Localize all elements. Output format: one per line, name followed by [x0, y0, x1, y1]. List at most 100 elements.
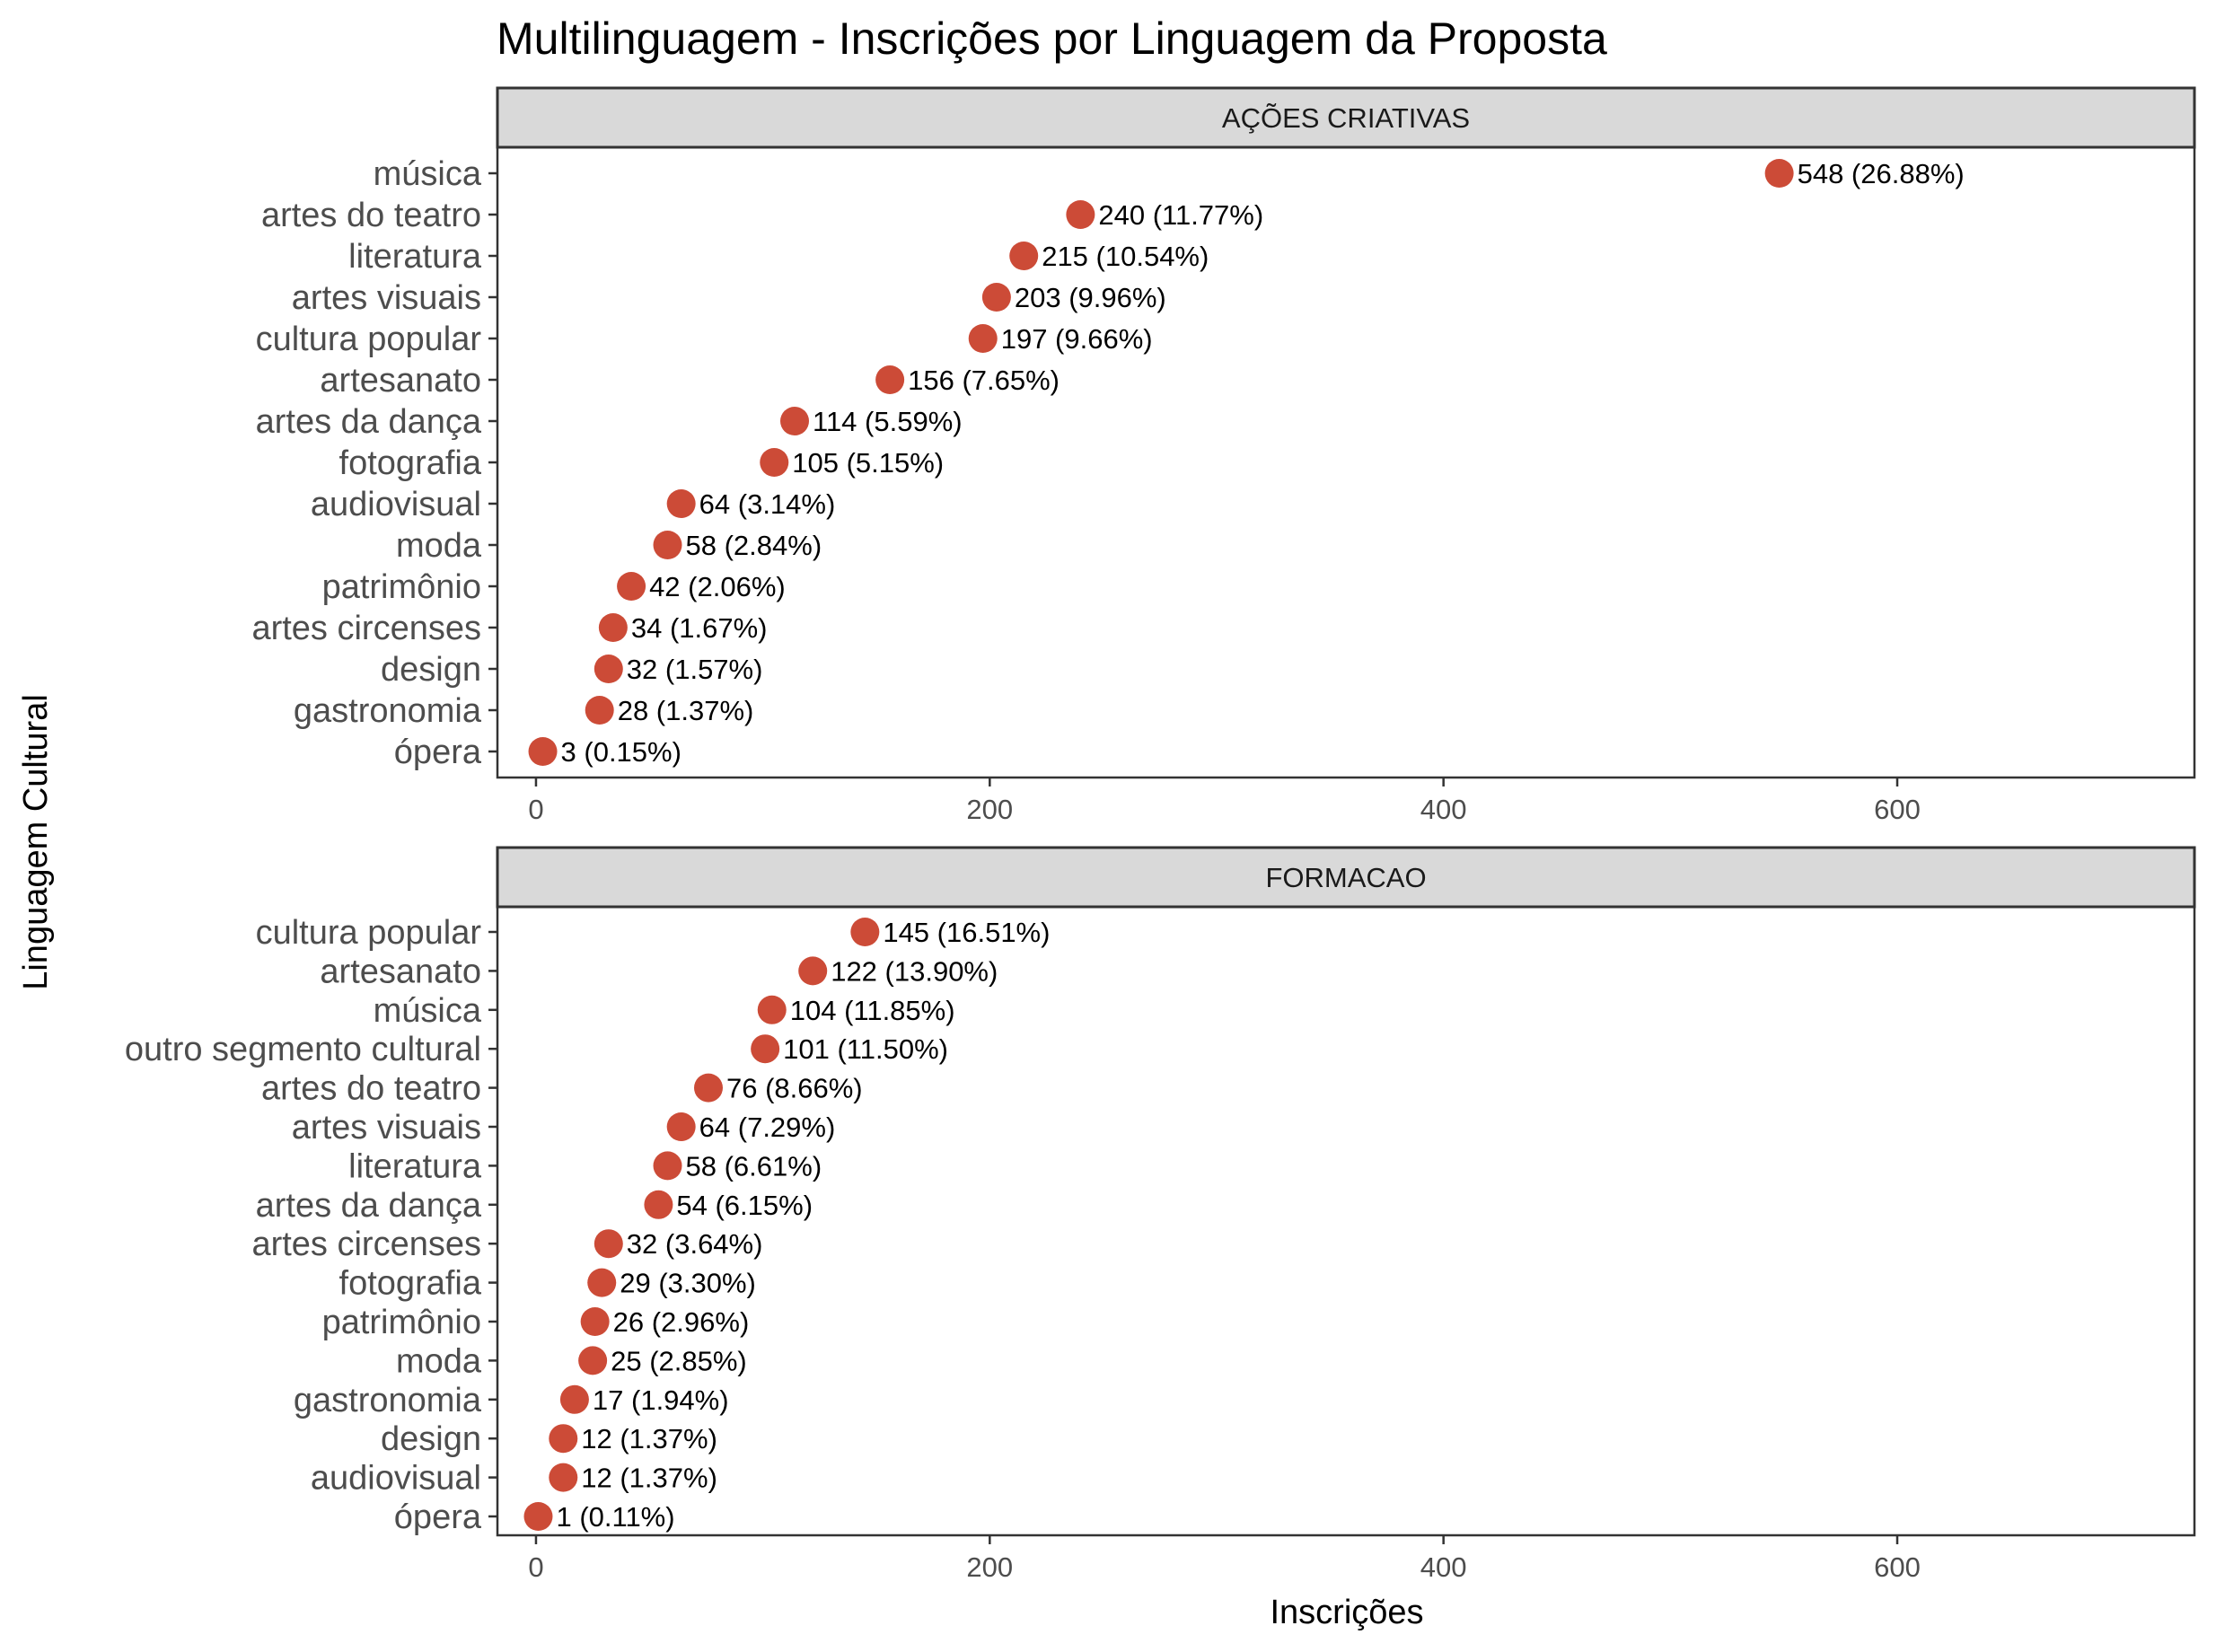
data-label: 12 (1.37%) — [581, 1463, 717, 1494]
y-tick-label: artes do teatro — [261, 197, 481, 234]
y-tick-label: artesanato — [320, 362, 481, 400]
y-tick-label: música — [374, 992, 482, 1030]
data-point — [653, 1151, 682, 1181]
y-tick-label: literatura — [348, 238, 482, 276]
data-label: 25 (2.85%) — [611, 1345, 747, 1376]
data-label: 105 (5.15%) — [792, 447, 944, 479]
y-tick-label: moda — [396, 527, 482, 565]
y-tick-label: artes do teatro — [261, 1070, 481, 1108]
x-tick-label: 600 — [1874, 1551, 1921, 1583]
y-tick-label: cultura popular — [256, 914, 482, 952]
y-tick-label: design — [381, 651, 481, 689]
data-label: 215 (10.54%) — [1042, 241, 1209, 272]
data-point — [598, 613, 628, 642]
data-label: 12 (1.37%) — [581, 1423, 717, 1454]
y-tick-label: patrimônio — [322, 568, 481, 606]
data-label: 1 (0.11%) — [556, 1501, 674, 1533]
data-label: 17 (1.94%) — [593, 1384, 729, 1416]
data-label: 42 (2.06%) — [649, 571, 786, 602]
data-label: 114 (5.59%) — [813, 406, 963, 437]
y-tick-label: design — [381, 1420, 481, 1458]
data-label: 104 (11.85%) — [790, 995, 955, 1026]
chart-title: Multilinguagem - Inscrições por Linguage… — [497, 13, 1607, 64]
y-tick-label: artes da dança — [256, 403, 482, 441]
data-label: 34 (1.67%) — [631, 612, 768, 644]
data-label: 64 (7.29%) — [699, 1112, 836, 1143]
x-tick-label: 400 — [1420, 794, 1467, 825]
facet-panel-1: AÇÕES CRIATIVAS 0 200 400 600 música 548 (26.8… — [251, 86, 2196, 825]
data-point — [1066, 200, 1095, 229]
data-point — [666, 489, 696, 518]
data-label: 240 (11.77%) — [1098, 199, 1263, 231]
data-point — [875, 365, 905, 394]
x-tick-label: 0 — [528, 1551, 543, 1583]
y-tick-label: audiovisual — [311, 486, 481, 523]
data-label: 203 (9.96%) — [1015, 282, 1166, 313]
y-tick-label: patrimônio — [322, 1304, 481, 1341]
data-point — [549, 1424, 578, 1454]
y-tick-label: fotografia — [339, 1265, 482, 1303]
data-point — [617, 572, 646, 601]
data-label: 26 (2.96%) — [613, 1306, 750, 1338]
data-point — [780, 407, 810, 435]
data-label: 76 (8.66%) — [726, 1073, 863, 1104]
data-point — [578, 1346, 608, 1375]
y-tick-label: fotografia — [339, 444, 482, 482]
data-point — [559, 1384, 589, 1414]
y-tick-label: artesanato — [320, 953, 481, 990]
data-label: 122 (13.90%) — [831, 955, 998, 987]
data-point — [594, 655, 623, 683]
facet-panel-2: FORMACAO 0 200 400 600 cultura popular 145 (16… — [125, 846, 2196, 1583]
data-point — [760, 448, 789, 477]
x-tick-label: 200 — [966, 794, 1013, 825]
y-tick-label: ópera — [394, 734, 482, 771]
panel-border — [496, 905, 2196, 1537]
data-label: 29 (3.30%) — [620, 1268, 756, 1299]
data-label: 54 (6.15%) — [676, 1190, 813, 1221]
data-label: 32 (1.57%) — [627, 654, 763, 685]
data-point — [981, 283, 1011, 312]
data-label: 145 (16.51%) — [883, 917, 1050, 948]
y-tick-label: literatura — [348, 1147, 482, 1185]
data-point — [757, 995, 787, 1024]
x-tick-label: 0 — [528, 794, 543, 825]
data-point — [587, 1268, 617, 1297]
data-point — [523, 1502, 553, 1531]
data-point — [653, 531, 682, 559]
data-point — [751, 1034, 780, 1064]
data-point — [549, 1463, 578, 1492]
data-label: 32 (3.64%) — [627, 1228, 763, 1260]
y-tick-label: artes visuais — [292, 279, 481, 317]
y-tick-label: artes da dança — [256, 1187, 482, 1225]
data-point — [580, 1307, 610, 1336]
data-label: 3 (0.15%) — [561, 736, 682, 768]
data-point — [850, 918, 880, 946]
x-tick-label: 200 — [966, 1551, 1013, 1583]
data-label: 156 (7.65%) — [908, 365, 1060, 396]
y-tick-label: outro segmento cultural — [125, 1031, 481, 1068]
data-point — [693, 1073, 723, 1103]
data-point — [528, 737, 558, 766]
y-tick-label: artes visuais — [292, 1109, 481, 1147]
y-axis-title: Linguagem Cultural — [17, 694, 55, 990]
y-tick-label: gastronomia — [294, 692, 482, 730]
data-label: 28 (1.37%) — [618, 695, 754, 726]
y-tick-label: audiovisual — [311, 1460, 481, 1498]
facet-strip-label: FORMACAO — [1265, 862, 1426, 893]
data-point — [1764, 159, 1794, 188]
x-axis-title: Inscrições — [1270, 1594, 1423, 1631]
data-point — [1009, 242, 1039, 270]
data-label: 58 (6.61%) — [686, 1150, 822, 1182]
facet-strip — [496, 86, 2196, 149]
facet-strip-label: AÇÕES CRIATIVAS — [1222, 102, 1470, 134]
data-point — [968, 324, 998, 353]
y-tick-label: ópera — [394, 1498, 482, 1536]
data-point — [644, 1190, 673, 1219]
data-point — [666, 1112, 696, 1141]
data-label: 548 (26.88%) — [1798, 158, 1965, 189]
y-tick-label: cultura popular — [256, 321, 482, 358]
y-tick-label: gastronomia — [294, 1382, 482, 1419]
y-tick-label: música — [374, 155, 482, 193]
y-tick-label: artes circenses — [251, 610, 481, 647]
